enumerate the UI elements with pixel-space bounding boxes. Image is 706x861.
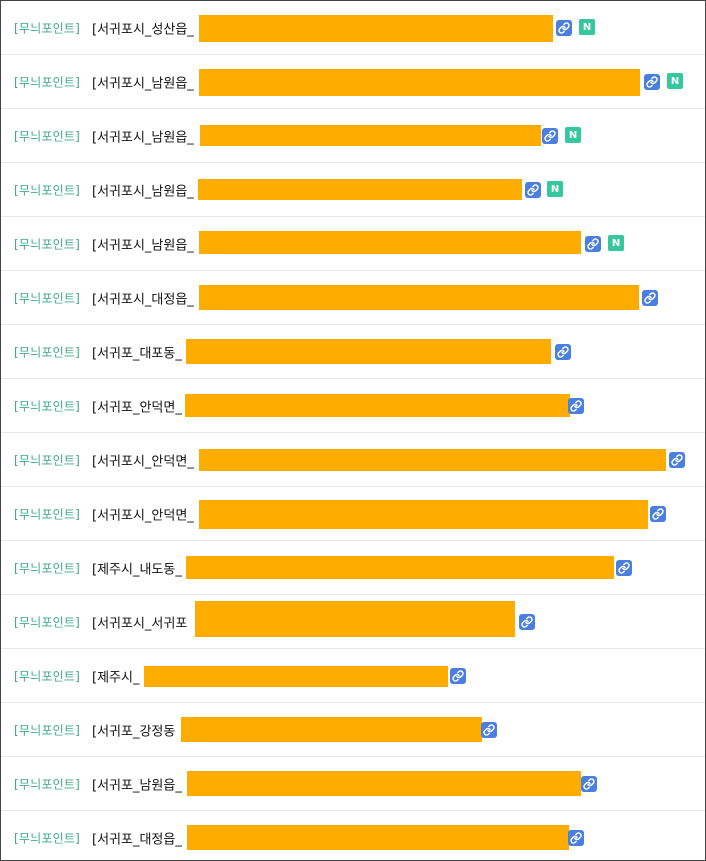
list-item[interactable]: [무늬포인트] [서귀포시_남원읍_ N <box>1 217 705 271</box>
post-title[interactable]: [서귀포시_남원읍_ <box>92 238 194 253</box>
post-title[interactable]: [제주시_내도동_ <box>92 562 182 577</box>
list-item[interactable]: [무늬포인트] [서귀포시_안덕면_ <box>1 487 705 541</box>
link-icon[interactable] <box>450 668 466 684</box>
list-item[interactable]: [무늬포인트] [서귀포_남원읍_ <box>1 757 705 811</box>
link-icon[interactable] <box>555 344 571 360</box>
redacted-title <box>199 285 639 310</box>
post-title[interactable]: [서귀포시_남원읍_ <box>92 130 194 145</box>
list-item[interactable]: [무늬포인트] [서귀포_대정읍_ <box>1 811 705 860</box>
redacted-title <box>187 771 581 796</box>
list-item[interactable]: [무늬포인트] [제주시_ <box>1 649 705 703</box>
category-label[interactable]: [무늬포인트] <box>14 399 80 413</box>
category-label[interactable]: [무늬포인트] <box>14 183 80 197</box>
redacted-title <box>199 231 581 254</box>
link-icon[interactable] <box>556 20 572 36</box>
list-item[interactable]: [무늬포인트] [서귀포_대포동_ <box>1 325 705 379</box>
list-item[interactable]: [무늬포인트] [서귀포시_대정읍_ <box>1 271 705 325</box>
redacted-title <box>195 601 515 637</box>
post-title[interactable]: [서귀포_대포동_ <box>92 346 182 361</box>
post-title[interactable]: [제주시_ <box>92 670 140 685</box>
category-label[interactable]: [무늬포인트] <box>14 129 80 143</box>
post-title[interactable]: [서귀포시_서귀포 <box>92 616 188 631</box>
category-label[interactable]: [무늬포인트] <box>14 75 80 89</box>
post-title[interactable]: [서귀포_강정동 <box>92 724 176 739</box>
link-icon[interactable] <box>585 236 601 252</box>
category-label[interactable]: [무늬포인트] <box>14 21 80 35</box>
link-icon[interactable] <box>519 614 535 630</box>
category-label[interactable]: [무늬포인트] <box>14 831 80 845</box>
link-icon[interactable] <box>542 128 558 144</box>
post-title[interactable]: [서귀포시_남원읍_ <box>92 76 194 91</box>
redacted-title <box>185 394 570 417</box>
redacted-title <box>144 666 448 687</box>
new-badge: N <box>565 127 581 143</box>
post-title[interactable]: [서귀포_남원읍_ <box>92 778 182 793</box>
category-label[interactable]: [무늬포인트] <box>14 237 80 251</box>
list-item[interactable]: [무늬포인트] [서귀포시_안덕면_ <box>1 433 705 487</box>
post-title[interactable]: [서귀포시_대정읍_ <box>92 292 194 307</box>
link-icon[interactable] <box>650 506 666 522</box>
category-label[interactable]: [무늬포인트] <box>14 291 80 305</box>
link-icon[interactable] <box>568 830 584 846</box>
redacted-title <box>199 449 666 471</box>
new-badge: N <box>667 73 683 89</box>
post-title[interactable]: [서귀포시_안덕면_ <box>92 508 194 523</box>
list-item[interactable]: [무늬포인트] [서귀포시_남원읍_ N <box>1 109 705 163</box>
link-icon[interactable] <box>481 722 497 738</box>
list-item[interactable]: [무늬포인트] [서귀포시_남원읍_ N <box>1 163 705 217</box>
redacted-title <box>186 556 614 579</box>
list-item[interactable]: [무늬포인트] [서귀포시_남원읍_ N <box>1 55 705 109</box>
post-title[interactable]: [서귀포시_성산읍_ <box>92 22 194 37</box>
redacted-title <box>186 339 551 364</box>
link-icon[interactable] <box>568 398 584 414</box>
list-item[interactable]: [무늬포인트] [제주시_내도동_ <box>1 541 705 595</box>
category-label[interactable]: [무늬포인트] <box>14 669 80 683</box>
category-label[interactable]: [무늬포인트] <box>14 561 80 575</box>
category-label[interactable]: [무늬포인트] <box>14 507 80 521</box>
list-item[interactable]: [무늬포인트] [서귀포_안덕면_ <box>1 379 705 433</box>
link-icon[interactable] <box>525 182 541 198</box>
post-title[interactable]: [서귀포_안덕면_ <box>92 400 182 415</box>
post-title[interactable]: [서귀포_대정읍_ <box>92 832 182 847</box>
list-item[interactable]: [무늬포인트] [서귀포_강정동 <box>1 703 705 757</box>
link-icon[interactable] <box>616 560 632 576</box>
list-item[interactable]: [무늬포인트] [서귀포시_서귀포 <box>1 595 705 649</box>
link-icon[interactable] <box>581 776 597 792</box>
category-label[interactable]: [무늬포인트] <box>14 777 80 791</box>
link-icon[interactable] <box>642 290 658 306</box>
redacted-title <box>199 69 640 96</box>
redacted-title <box>199 500 648 529</box>
redacted-title <box>187 825 569 850</box>
new-badge: N <box>547 181 563 197</box>
post-title[interactable]: [서귀포시_남원읍_ <box>92 184 194 199</box>
new-badge: N <box>579 19 595 35</box>
redacted-title <box>181 717 482 742</box>
redacted-title <box>198 179 522 200</box>
category-label[interactable]: [무늬포인트] <box>14 723 80 737</box>
category-label[interactable]: [무늬포인트] <box>14 345 80 359</box>
category-label[interactable]: [무늬포인트] <box>14 615 80 629</box>
post-title[interactable]: [서귀포시_안덕면_ <box>92 454 194 469</box>
new-badge: N <box>608 235 624 251</box>
link-icon[interactable] <box>669 452 685 468</box>
list-item[interactable]: [무늬포인트] [서귀포시_성산읍_ N <box>1 1 705 55</box>
redacted-title <box>200 125 541 146</box>
category-label[interactable]: [무늬포인트] <box>14 453 80 467</box>
link-icon[interactable] <box>644 74 660 90</box>
redacted-title <box>199 15 553 42</box>
